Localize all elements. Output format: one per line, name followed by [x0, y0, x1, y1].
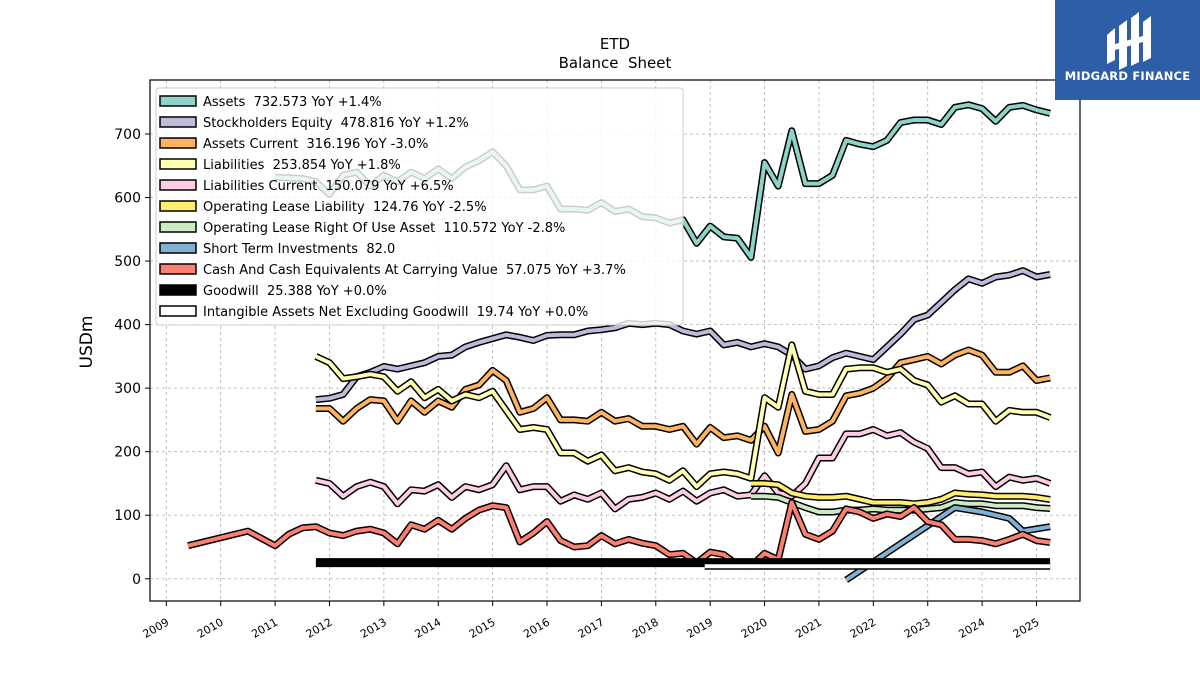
- legend-item-goodwill: Goodwill 25.388 YoY +0.0%: [159, 284, 387, 299]
- legend-label: Assets Current 316.196 YoY -3.0%: [203, 137, 428, 152]
- legend-swatch: [159, 284, 197, 296]
- series-line: [315, 427, 1051, 511]
- series-stockholders-equity: [315, 267, 1051, 404]
- midgard-logo-icon: [1107, 12, 1151, 70]
- legend-label: Liabilities Current 150.079 YoY +6.5%: [203, 179, 454, 194]
- legend-label: Liabilities 253.854 YoY +1.8%: [203, 158, 401, 173]
- legend-item-assets: Assets 732.573 YoY +1.4%: [159, 95, 382, 110]
- y-tick-label: 100: [114, 508, 141, 524]
- x-tick-label: 2010: [195, 616, 226, 641]
- x-tick-label: 2020: [739, 616, 770, 641]
- x-tick-label: 2022: [848, 616, 879, 641]
- legend-swatch: [159, 305, 197, 317]
- x-tick-label: 2024: [956, 616, 987, 641]
- brand-name: MIDGARD FINANCE: [1064, 69, 1191, 83]
- legend-swatch: [159, 95, 197, 107]
- x-tick-label: 2015: [467, 616, 498, 641]
- series-line: [751, 494, 1051, 514]
- legend-box: [155, 87, 684, 326]
- series-line: [751, 481, 1051, 506]
- legend-item-operating-lease-liability: Operating Lease Liability 124.76 YoY -2.…: [159, 200, 487, 215]
- y-tick-label: 700: [114, 127, 141, 143]
- x-tick-label: 2021: [793, 616, 824, 641]
- x-tick-label: 2016: [521, 616, 552, 641]
- x-tick-label: 2011: [249, 616, 280, 641]
- legend-swatch: [159, 200, 197, 212]
- series-line: [187, 500, 1051, 569]
- series-short-term-investments: [844, 504, 1051, 583]
- series-liabilities: [314, 341, 1052, 491]
- legend-item-liabilities-current: Liabilities Current 150.079 YoY +6.5%: [159, 179, 454, 194]
- y-tick-label: 0: [132, 572, 141, 588]
- plot-frame: [149, 79, 1081, 602]
- x-tick-label: 2012: [304, 616, 335, 641]
- x-tick-label: 2023: [902, 616, 933, 641]
- x-tick-label: 2013: [358, 616, 389, 641]
- legend-swatch: [159, 137, 197, 149]
- series-cash-and-cash-equivalents-at-carrying-value: [187, 499, 1051, 570]
- x-tick-label: 2009: [141, 616, 172, 641]
- y-tick-label: 600: [114, 191, 141, 207]
- x-tick-label: 2014: [413, 616, 444, 641]
- series-line: [315, 348, 1051, 455]
- series-assets-current: [315, 346, 1051, 457]
- legend-swatch: [159, 116, 197, 128]
- x-tick-label: 2025: [1011, 616, 1042, 641]
- chart-title: ETD: [600, 35, 630, 53]
- legend-label: Assets 732.573 YoY +1.4%: [203, 95, 382, 110]
- series-line: [844, 505, 1051, 582]
- legend: Assets 732.573 YoY +1.4% Stockholders Equ…: [155, 87, 684, 326]
- legend-label: Operating Lease Liability 124.76 YoY -2.…: [203, 200, 487, 215]
- legend-item-short-term-investments: Short Term Investments 82.0: [159, 242, 395, 257]
- series-operating-lease-liability: [751, 480, 1051, 508]
- series-line: [315, 342, 1051, 489]
- legend-label: Cash And Cash Equivalents At Carrying Va…: [203, 263, 626, 278]
- series-line: [315, 268, 1051, 402]
- chart-subtitle: Balance Sheet: [559, 54, 672, 72]
- legend-item-intangible-assets-net-excluding-goodwill: Intangible Assets Net Excluding Goodwill…: [159, 305, 588, 320]
- series-liabilities-current: [315, 426, 1052, 513]
- legend-label: Operating Lease Right Of Use Asset 110.5…: [203, 221, 565, 236]
- x-tick-label: 2017: [576, 616, 607, 641]
- y-tick-label: 400: [114, 318, 141, 334]
- legend-item-cash-and-cash-equivalents-at-carrying-value: Cash And Cash Equivalents At Carrying Va…: [159, 263, 626, 278]
- legend-swatch: [159, 242, 197, 254]
- y-tick-label: 300: [114, 381, 141, 397]
- y-tick-label: 200: [114, 445, 141, 461]
- y-tick-label: 500: [114, 254, 141, 270]
- brand-logo: [1055, 0, 1200, 100]
- legend-label: Goodwill 25.388 YoY +0.0%: [203, 284, 387, 299]
- legend-label: Intangible Assets Net Excluding Goodwill…: [203, 305, 588, 320]
- legend-item-liabilities: Liabilities 253.854 YoY +1.8%: [159, 158, 401, 173]
- legend-swatch: [159, 158, 197, 170]
- legend-swatch: [159, 179, 197, 191]
- x-tick-label: 2019: [684, 616, 715, 641]
- y-axis-label: USDm: [77, 316, 97, 369]
- legend-label: Short Term Investments 82.0: [203, 242, 395, 257]
- legend-label: Stockholders Equity 478.816 YoY +1.2%: [203, 116, 469, 131]
- legend-swatch: [159, 221, 197, 233]
- legend-item-operating-lease-right-of-use-asset: Operating Lease Right Of Use Asset 110.5…: [159, 221, 565, 236]
- legend-swatch: [159, 263, 197, 275]
- series-operating-lease-right-of-use-asset: [751, 492, 1051, 516]
- x-tick-label: 2018: [630, 616, 661, 641]
- legend-item-assets-current: Assets Current 316.196 YoY -3.0%: [159, 137, 428, 152]
- legend-item-stockholders-equity: Stockholders Equity 478.816 YoY +1.2%: [159, 116, 469, 131]
